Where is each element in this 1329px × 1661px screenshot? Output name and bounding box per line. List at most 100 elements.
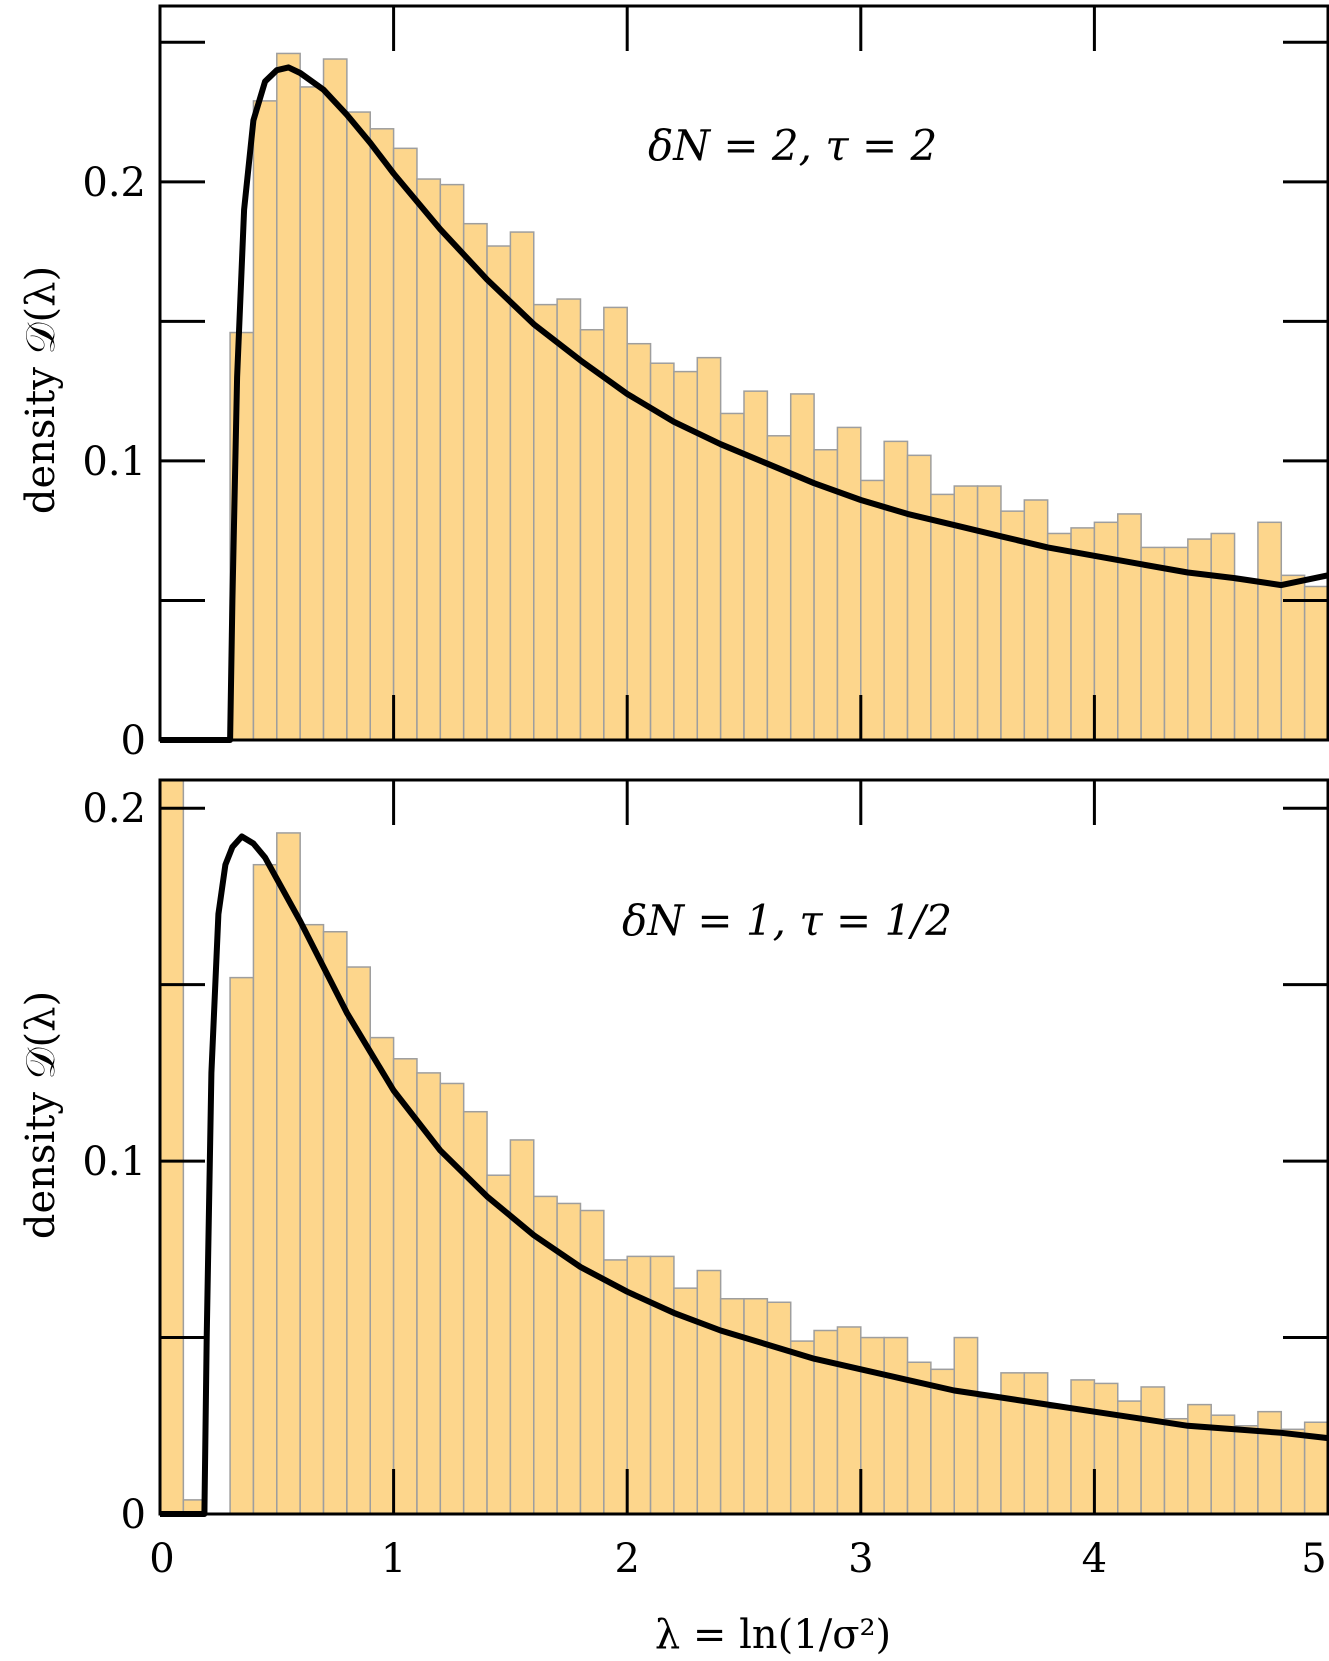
top-histogram-bar — [462, 222, 488, 741]
top-histogram-bar — [603, 306, 628, 741]
top-histogram-bar — [1210, 532, 1236, 741]
top-density-curve — [160, 64, 1329, 743]
bottom-histogram-bar — [276, 832, 301, 1515]
bottom-histogram-bar — [976, 1396, 1002, 1515]
bottom-y-tick-label: 0 — [121, 1492, 146, 1538]
top-histogram-bar — [556, 298, 582, 741]
bottom-density-curve — [160, 833, 1329, 1517]
top-histogram-bar — [486, 245, 512, 741]
bottom-histogram-bar — [159, 779, 185, 1515]
bottom-histogram-bar — [1233, 1425, 1259, 1515]
top-histogram-bar — [860, 479, 885, 741]
bottom-plot-frame — [158, 778, 1329, 1516]
x-tick-label: 3 — [848, 1536, 873, 1582]
top-histogram-bar — [976, 485, 1002, 741]
top-histogram-bar — [346, 111, 371, 741]
bottom-histogram-bar — [836, 1326, 862, 1515]
bottom-panel: 0 0.1 0.2 0 1 2 3 4 5 δN = 1, τ = 1/2 density 𝒟… — [18, 778, 1329, 1658]
bottom-histogram-bar — [439, 1082, 465, 1515]
bottom-histogram-bar — [883, 1336, 909, 1515]
top-histogram-bar — [789, 393, 815, 741]
top-histogram-bar — [1000, 510, 1026, 741]
top-histogram-bar — [299, 86, 325, 741]
top-histogram-bar — [1233, 580, 1259, 741]
bottom-histogram-bar — [322, 930, 348, 1515]
top-y-tick-label: 0.2 — [82, 160, 146, 206]
bottom-histogram-bar — [743, 1297, 769, 1515]
x-tick-label: 2 — [614, 1536, 639, 1582]
bottom-histogram-bar — [462, 1110, 488, 1515]
top-histogram-bar — [1023, 499, 1049, 741]
bottom-y-tick-label: 0.1 — [82, 1139, 146, 1185]
bottom-histogram-bar — [860, 1336, 885, 1515]
bottom-histogram-bar — [1000, 1372, 1026, 1515]
bottom-histogram — [159, 779, 1329, 1515]
bottom-histogram-bar — [1093, 1382, 1119, 1515]
top-histogram-bar — [719, 412, 745, 741]
top-histogram-bar — [276, 52, 301, 741]
top-histogram-bar — [533, 303, 558, 741]
top-y-tick-label: 0 — [121, 718, 146, 764]
bottom-histogram-bar — [953, 1336, 979, 1515]
top-panel: 0 0.1 0.2 δN = 2, τ = 2 density 𝒟(λ) — [18, 4, 1329, 764]
top-y-tick-labels: 0 0.1 0.2 — [82, 160, 146, 764]
bottom-histogram-bar — [1257, 1410, 1283, 1515]
bottom-y-axis-label: density 𝒟(λ) — [18, 991, 64, 1239]
bottom-ticks — [160, 780, 1328, 1514]
bottom-x-tick-labels: 0 1 2 3 4 5 — [149, 1536, 1326, 1582]
top-histogram-bar — [1117, 513, 1142, 741]
top-annotation: δN = 2, τ = 2 — [648, 121, 937, 170]
top-histogram-bar — [1163, 546, 1189, 741]
top-histogram-bar — [252, 100, 278, 741]
top-histogram-bar — [439, 183, 465, 741]
bottom-histogram-bar — [649, 1255, 675, 1515]
bottom-histogram-bar — [789, 1340, 815, 1515]
bottom-histogram-bar — [1187, 1403, 1212, 1515]
bottom-y-tick-label: 0.2 — [82, 786, 146, 832]
top-histogram-bar — [766, 435, 792, 741]
top-histogram-bar — [1257, 521, 1283, 741]
top-histogram-bar — [322, 58, 348, 741]
top-histogram-bar — [930, 493, 955, 741]
bottom-y-tick-labels: 0 0.1 0.2 — [82, 786, 146, 1538]
top-histogram-bar — [1303, 585, 1329, 741]
bottom-histogram-bar — [509, 1139, 535, 1515]
bottom-histogram-bar — [1046, 1407, 1072, 1515]
top-histogram-bar — [883, 440, 909, 741]
top-histogram-bar — [836, 426, 862, 741]
x-tick-label: 0 — [149, 1536, 174, 1582]
x-axis-label: λ = ln(1/σ²) — [655, 1612, 891, 1658]
top-histogram-bar — [1070, 527, 1096, 741]
top-histogram-bar — [1140, 546, 1166, 741]
top-y-tick-label: 0.1 — [82, 439, 146, 485]
x-tick-label: 5 — [1301, 1536, 1326, 1582]
top-histogram-bar — [392, 147, 418, 741]
bottom-histogram-bar — [1140, 1386, 1166, 1515]
bottom-histogram-bar — [1023, 1372, 1049, 1515]
top-histogram-bar — [579, 328, 605, 741]
top-y-axis-label: density 𝒟(λ) — [18, 266, 64, 514]
x-tick-label: 1 — [381, 1536, 406, 1582]
bottom-histogram-bar — [392, 1058, 418, 1515]
bottom-histogram-bar — [299, 923, 325, 1515]
bottom-histogram-bar — [579, 1209, 605, 1515]
top-ticks — [160, 6, 1328, 740]
bottom-annotation: δN = 1, τ = 1/2 — [622, 896, 952, 945]
top-plot-frame — [158, 4, 1329, 742]
top-histogram-bar — [696, 356, 722, 741]
top-histogram-bar — [906, 454, 932, 741]
bottom-histogram-bar — [1163, 1417, 1189, 1515]
bottom-histogram-bar — [486, 1174, 512, 1515]
bottom-histogram-bar — [229, 976, 255, 1515]
top-histogram-bar — [1187, 538, 1212, 741]
x-tick-label: 4 — [1082, 1536, 1107, 1582]
bottom-histogram-bar — [252, 863, 278, 1515]
bottom-histogram-bar — [1280, 1428, 1306, 1515]
bottom-histogram-bar — [369, 1036, 395, 1515]
top-histogram-bar — [743, 390, 769, 741]
bottom-histogram-bar — [1070, 1379, 1096, 1515]
top-histogram-bar — [1046, 532, 1072, 741]
top-histogram-bar — [416, 178, 442, 741]
top-histogram-bar — [369, 128, 395, 741]
